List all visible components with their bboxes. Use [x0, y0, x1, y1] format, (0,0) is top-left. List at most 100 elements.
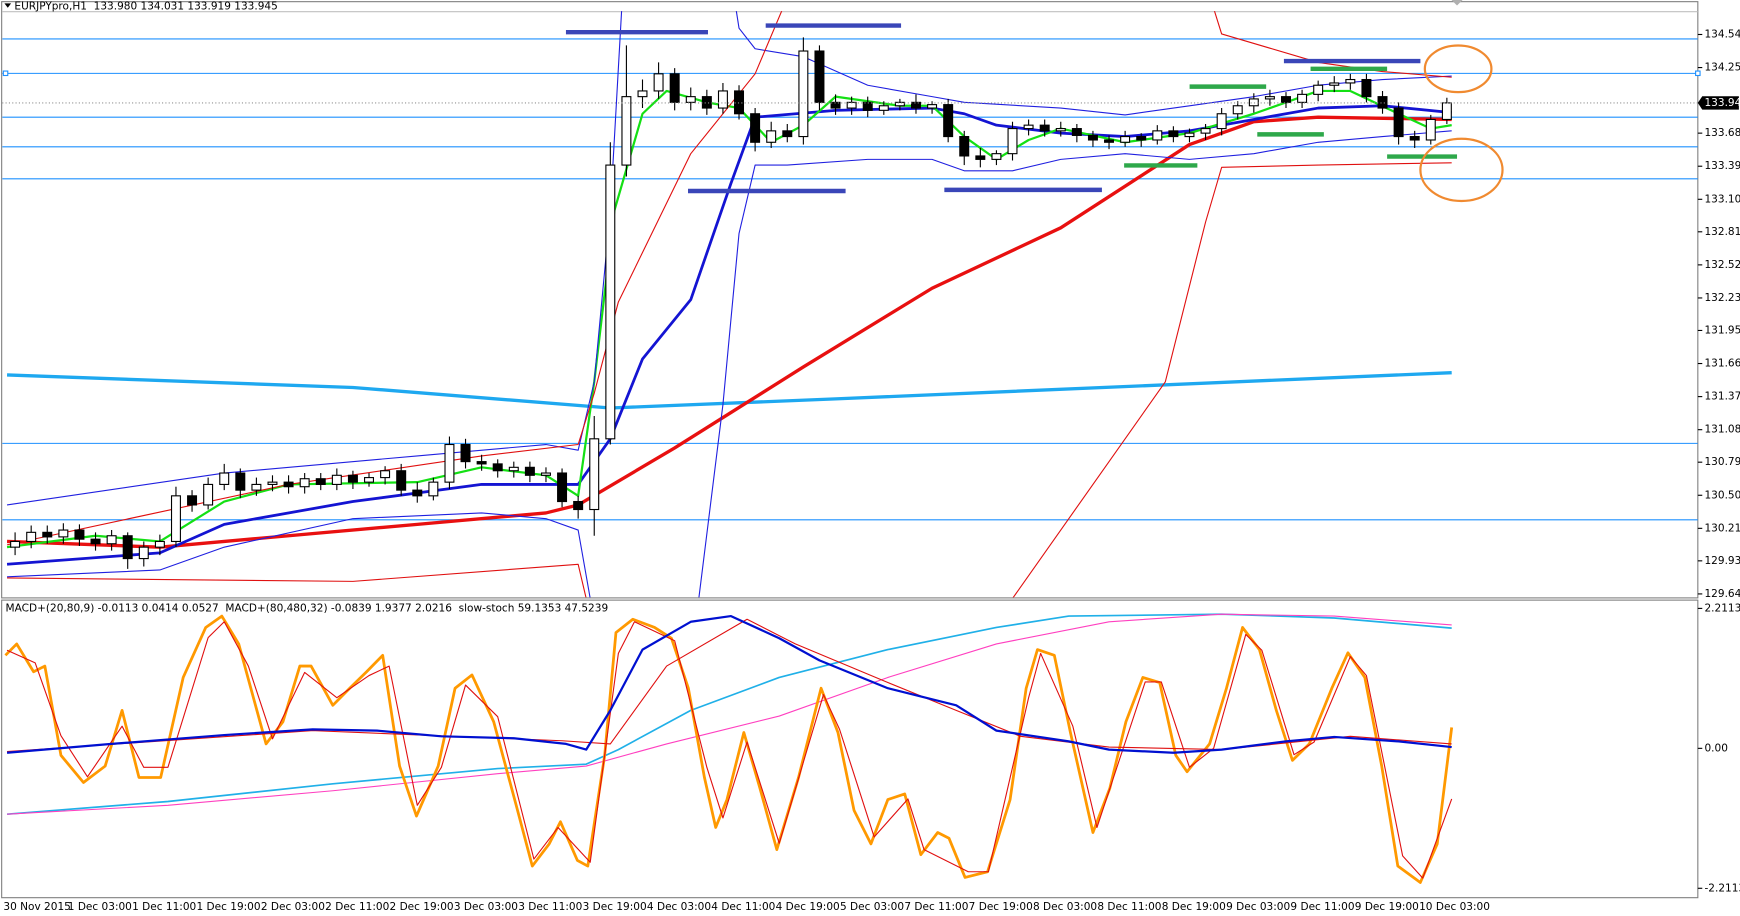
candle-body	[1104, 139, 1115, 143]
y-tick-label: 131.660	[1704, 358, 1740, 370]
candle-body	[557, 472, 568, 503]
collapse-arrow[interactable]	[4, 3, 12, 8]
candle-body	[58, 529, 69, 538]
main-plot	[2, 11, 1698, 598]
candle-body	[862, 101, 873, 111]
candle-body	[1345, 78, 1356, 84]
y-tick-label: 131.080	[1704, 424, 1740, 436]
line-handle[interactable]	[1695, 70, 1701, 77]
main-panel-frame	[1, 1, 1699, 599]
x-tick-label: 9 Dec 03:00	[1226, 901, 1290, 913]
candle-body	[1281, 96, 1291, 103]
candle-body	[878, 105, 889, 111]
candle-body	[573, 500, 584, 511]
candle-body	[428, 481, 439, 497]
current-price-label: 133.945	[1704, 97, 1740, 109]
candle-body	[653, 73, 664, 92]
current-price-box	[1697, 96, 1739, 110]
candle-body	[1200, 128, 1211, 134]
indicator-line	[6, 614, 1452, 754]
candle-body	[910, 101, 921, 109]
line-handle[interactable]	[2, 70, 9, 77]
x-tick-label: 8 Dec 03:00	[1033, 901, 1097, 913]
panel-title: EURJPYpro,H1 133.980 134.031 133.919 133…	[14, 1, 277, 13]
y-tick-label: 129.640	[1704, 588, 1740, 600]
highlight-circle	[1423, 44, 1493, 94]
candle-body	[74, 529, 85, 540]
x-tick-label: 5 Dec 03:00	[840, 901, 904, 913]
candle-body	[943, 104, 954, 138]
candle-body	[508, 466, 519, 472]
x-tick-label: 8 Dec 19:00	[1162, 901, 1226, 913]
chart-shift-marker[interactable]	[1451, 0, 1463, 6]
candle-body	[734, 90, 745, 115]
x-tick-label: 8 Dec 11:00	[1097, 901, 1161, 913]
candle-body	[267, 481, 278, 485]
candle-body	[846, 101, 857, 109]
x-tick-label: 3 Dec 19:00	[583, 901, 647, 913]
candle-body	[669, 73, 680, 103]
candle-body	[1425, 118, 1436, 141]
candle-body	[299, 478, 310, 488]
candle-body	[1393, 107, 1404, 138]
y-tick-label: 132.815	[1704, 226, 1740, 238]
candle-body	[1136, 136, 1147, 141]
indicator-line	[7, 613, 1452, 815]
candle-body	[235, 472, 246, 491]
x-tick-label: 4 Dec 11:00	[711, 901, 775, 913]
candle-body	[1023, 124, 1034, 130]
y-tick-label: 133.390	[1704, 160, 1740, 172]
indicator-line	[6, 11, 1452, 506]
candle-body	[1087, 134, 1098, 141]
candle-body	[1232, 105, 1243, 115]
candle-body	[122, 535, 133, 560]
candle-body	[1409, 136, 1420, 141]
y-tick-label: 134.255	[1704, 62, 1740, 74]
highlight-circle	[1419, 137, 1504, 203]
candle-body	[1039, 124, 1050, 132]
candle-body	[412, 489, 423, 497]
y-tick-label: 130.215	[1704, 522, 1740, 534]
candle-body	[26, 531, 37, 543]
candle-body	[492, 463, 503, 472]
candle-body	[251, 483, 262, 491]
candle-body	[1055, 128, 1066, 132]
candle-body	[154, 540, 165, 548]
candle-body	[975, 155, 986, 160]
candle-body	[717, 90, 728, 109]
candle-body	[1264, 96, 1275, 100]
candle-body	[991, 153, 1002, 160]
candle-body	[1007, 128, 1018, 155]
y-tick-label: 131.370	[1704, 391, 1740, 403]
candle-body	[1441, 102, 1452, 121]
y-tick-label: 131.950	[1704, 324, 1740, 336]
candle-body	[444, 443, 455, 483]
candle-body	[42, 531, 53, 538]
candle-body	[1152, 130, 1163, 141]
candle-body	[927, 104, 938, 109]
candle-body	[283, 481, 294, 488]
x-tick-label: 2 Dec 03:00	[261, 901, 325, 913]
x-tick-label: 1 Dec 19:00	[196, 901, 260, 913]
candle-body	[1184, 132, 1195, 138]
candle-body	[380, 470, 391, 479]
indicator-line	[6, 621, 1453, 879]
candle-body	[1216, 113, 1227, 130]
candle-body	[621, 96, 632, 166]
y-tick-label: 133.680	[1704, 127, 1740, 139]
candle-body	[605, 164, 616, 440]
x-tick-label: 7 Dec 11:00	[904, 901, 968, 913]
candle-body	[331, 474, 342, 485]
annotations	[2, 23, 1701, 203]
candle-body	[90, 538, 101, 545]
candle-body	[1313, 84, 1324, 95]
sub-plot	[4, 613, 1454, 884]
x-tick-label: 10 Dec 03:00	[1419, 901, 1490, 913]
candle-body	[589, 438, 600, 511]
indicator-line	[7, 162, 1452, 598]
candle-body	[766, 130, 777, 143]
x-tick-label: 2 Dec 19:00	[390, 901, 454, 913]
indicator-line	[6, 613, 1452, 815]
x-tick-label: 3 Dec 03:00	[454, 901, 518, 913]
